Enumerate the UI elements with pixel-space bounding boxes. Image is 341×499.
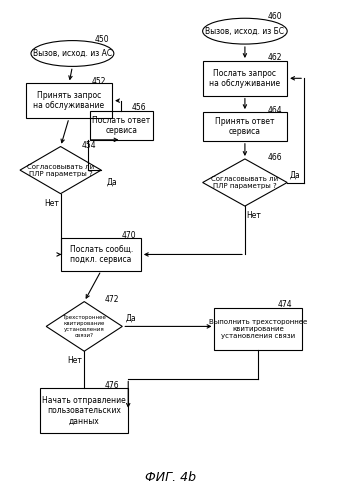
Text: Послать запрос
на обслуживание: Послать запрос на обслуживание [209,68,280,88]
Text: Согласовывать ли
ПЛР параметры ?: Согласовывать ли ПЛР параметры ? [27,164,94,177]
Text: Нет: Нет [44,199,59,208]
Text: Согласовывать ли
ПЛР параметры ?: Согласовывать ли ПЛР параметры ? [211,176,279,189]
Bar [90,111,153,140]
Text: Послать сообщ.
подкл. сервиса: Послать сообщ. подкл. сервиса [70,245,133,264]
Text: 460: 460 [268,12,283,21]
Text: Вызов, исход. из АС: Вызов, исход. из АС [33,49,112,58]
Text: 472: 472 [105,295,119,304]
Text: 470: 470 [121,231,136,240]
Text: 476: 476 [105,381,119,390]
Text: Вызов, исход. из БС: Вызов, исход. из БС [205,26,284,35]
Text: Да: Да [126,313,136,322]
Text: 454: 454 [82,141,97,150]
Text: Нет: Нет [68,356,83,365]
Bar [203,61,287,96]
Bar [203,112,287,141]
Text: Нет: Нет [247,211,262,220]
Text: 466: 466 [268,153,283,162]
Text: Послать ответ
сервиса: Послать ответ сервиса [92,116,151,135]
Text: Трехстороннее
квитирование
установления
связи?: Трехстороннее квитирование установления … [62,315,106,338]
Text: 474: 474 [278,300,293,309]
Bar [214,308,302,350]
Bar [26,83,112,118]
Text: Начать отправление
пользовательских
данных: Начать отправление пользовательских данн… [42,396,126,426]
Text: 456: 456 [132,103,146,112]
Text: 450: 450 [94,34,109,43]
Text: Да: Да [106,178,117,187]
Text: 462: 462 [268,53,282,62]
Text: 452: 452 [92,77,106,86]
Bar [61,239,141,270]
Text: Да: Да [290,171,301,180]
Text: 464: 464 [268,105,283,115]
Text: Принять ответ
сервиса: Принять ответ сервиса [215,117,275,136]
Text: Принять запрос
на обслуживание: Принять запрос на обслуживание [33,91,105,110]
Text: ФИГ. 4b: ФИГ. 4b [145,471,196,484]
Bar [40,388,128,433]
Text: Выполнить трехстороннее
квитирование
установления связи: Выполнить трехстороннее квитирование уст… [209,319,308,339]
